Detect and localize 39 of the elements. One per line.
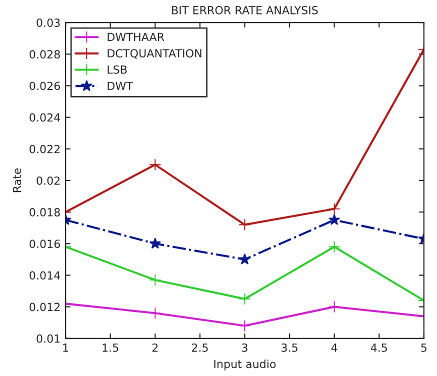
- point: [149, 158, 162, 171]
- x-tick-label: 5: [421, 344, 426, 352]
- point: [149, 274, 162, 286]
- y-tick-label: 0.014: [30, 271, 60, 280]
- y-tick-label: 0.028: [30, 50, 60, 59]
- y-tick-label: 0.022: [30, 144, 60, 154]
- x-tick-label: 2: [152, 343, 158, 352]
- point: [238, 253, 251, 264]
- point: [149, 238, 161, 249]
- x-axis-title: Input audio: [214, 360, 276, 370]
- point: [328, 214, 340, 225]
- y-tick-label: 0.02: [36, 176, 60, 185]
- x-tick-label: 3.5: [282, 343, 298, 352]
- legend-label: DCTQUANTATION: [108, 49, 202, 59]
- point: [328, 300, 340, 313]
- x-tick-label: 3: [242, 343, 248, 352]
- point: [238, 320, 251, 332]
- y-tick-label: 0.012: [30, 302, 60, 312]
- legend-label: DWTHAAR: [108, 32, 164, 42]
- x-tick-label: 2.5: [192, 343, 208, 352]
- y-tick-label: 0.024: [30, 113, 60, 122]
- y-tick-label: 0.016: [30, 240, 60, 248]
- x-tick-label: 4.5: [370, 344, 387, 352]
- y-axis-title: Rate: [12, 168, 22, 192]
- legend-label: LSB: [108, 65, 127, 74]
- x-tick-label: 1: [63, 344, 68, 352]
- point: [328, 240, 340, 253]
- point: [238, 292, 251, 305]
- legend-label: DWT: [108, 82, 134, 90]
- y-tick-label: 0.03: [36, 18, 60, 27]
- y-tick-label: 0.026: [30, 82, 60, 90]
- y-tick-label: 0.018: [30, 208, 60, 216]
- point: [328, 202, 340, 215]
- x-tick-label: 1.5: [102, 344, 118, 352]
- y-tick-label: 0.01: [36, 334, 60, 343]
- chart-title: BIT ERROR RATE ANALYSIS: [172, 6, 318, 14]
- x-tick-label: 4: [331, 344, 338, 352]
- point: [149, 307, 162, 320]
- point: [238, 218, 251, 231]
